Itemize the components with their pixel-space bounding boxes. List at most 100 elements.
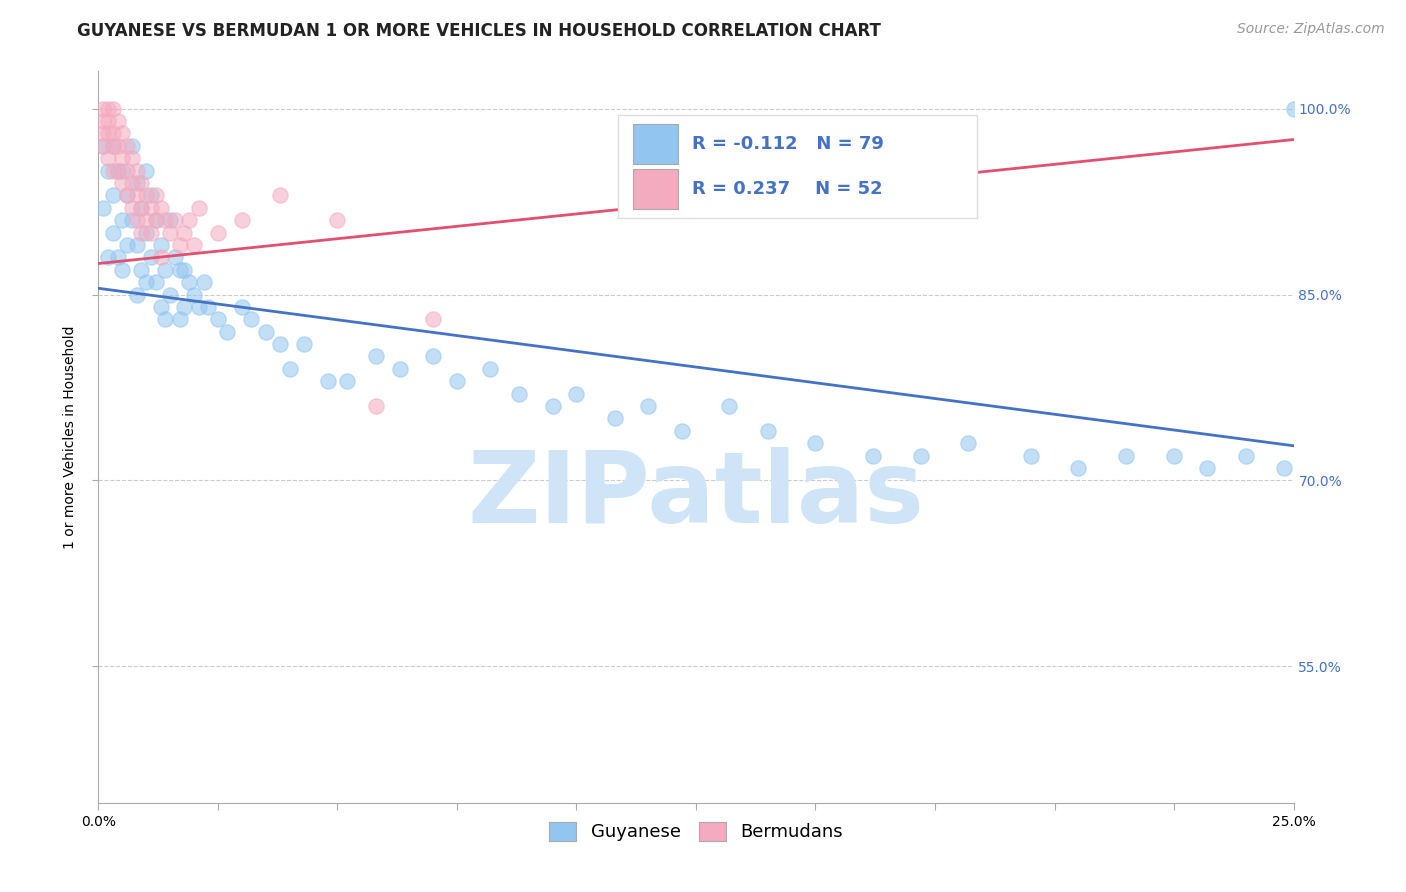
Point: [111, 176, 134, 190]
Point: [145, 213, 167, 227]
Point: [91, 201, 114, 215]
Point: [207, 312, 229, 326]
Point: [155, 213, 177, 227]
Point: [671, 424, 693, 438]
Legend: Guyanese, Bermudans: Guyanese, Bermudans: [541, 814, 851, 848]
Point: [131, 176, 153, 190]
Point: [91, 126, 114, 140]
Point: [139, 250, 162, 264]
Point: [111, 151, 134, 165]
Point: [101, 102, 124, 116]
Point: [541, 399, 564, 413]
Point: [183, 287, 205, 301]
Point: [169, 312, 191, 326]
Point: [364, 350, 387, 364]
Point: [756, 424, 779, 438]
Y-axis label: 1 or more Vehicles in Household: 1 or more Vehicles in Household: [63, 326, 77, 549]
Point: [125, 287, 148, 301]
Point: [125, 176, 148, 190]
Point: [125, 238, 148, 252]
Point: [131, 201, 153, 215]
Point: [316, 374, 339, 388]
Point: [183, 238, 205, 252]
Point: [115, 138, 138, 153]
Point: [231, 213, 253, 227]
Point: [269, 188, 291, 202]
Point: [159, 213, 181, 227]
Point: [135, 275, 157, 289]
Point: [131, 226, 153, 240]
Point: [111, 163, 134, 178]
Point: [388, 362, 411, 376]
Point: [101, 138, 124, 153]
Point: [910, 449, 932, 463]
Point: [326, 213, 349, 227]
Point: [91, 114, 114, 128]
Point: [135, 163, 157, 178]
Text: GUYANESE VS BERMUDAN 1 OR MORE VEHICLES IN HOUSEHOLD CORRELATION CHART: GUYANESE VS BERMUDAN 1 OR MORE VEHICLES …: [77, 22, 882, 40]
Point: [336, 374, 359, 388]
Point: [97, 102, 120, 116]
Point: [292, 337, 315, 351]
Point: [1115, 449, 1137, 463]
Text: ZIPatlas: ZIPatlas: [468, 447, 924, 544]
Point: [1234, 449, 1257, 463]
Point: [149, 250, 172, 264]
Point: [422, 350, 444, 364]
Point: [1272, 461, 1295, 475]
Point: [508, 386, 530, 401]
Point: [145, 188, 167, 202]
Point: [91, 138, 114, 153]
Point: [107, 250, 129, 264]
Point: [97, 250, 120, 264]
Point: [111, 126, 134, 140]
Point: [179, 213, 201, 227]
Point: [193, 275, 215, 289]
Point: [91, 102, 114, 116]
Point: [479, 362, 502, 376]
Point: [135, 226, 157, 240]
Point: [159, 287, 181, 301]
Text: R = 0.237    N = 52: R = 0.237 N = 52: [692, 180, 883, 198]
Point: [254, 325, 277, 339]
Point: [1163, 449, 1185, 463]
Point: [139, 226, 162, 240]
Point: [603, 411, 626, 425]
Point: [565, 386, 588, 401]
Point: [149, 300, 172, 314]
Point: [97, 126, 120, 140]
FancyBboxPatch shape: [619, 115, 977, 218]
Point: [125, 163, 148, 178]
Point: [169, 262, 191, 277]
Point: [1067, 461, 1090, 475]
Point: [422, 312, 444, 326]
Point: [101, 188, 124, 202]
Point: [145, 213, 167, 227]
Point: [804, 436, 827, 450]
Point: [107, 163, 129, 178]
Point: [163, 213, 186, 227]
Point: [135, 188, 157, 202]
Point: [135, 213, 157, 227]
Point: [107, 163, 129, 178]
Bar: [633, 169, 678, 209]
Point: [115, 188, 138, 202]
Point: [121, 151, 143, 165]
Point: [121, 176, 143, 190]
Point: [97, 163, 120, 178]
Point: [111, 262, 134, 277]
Point: [269, 337, 291, 351]
Point: [115, 188, 138, 202]
Point: [111, 213, 134, 227]
Point: [173, 300, 195, 314]
Point: [231, 300, 253, 314]
Bar: [633, 124, 678, 164]
Point: [957, 436, 980, 450]
Point: [107, 114, 129, 128]
Point: [121, 201, 143, 215]
Point: [91, 138, 114, 153]
Point: [173, 262, 195, 277]
Point: [101, 163, 124, 178]
Point: [139, 201, 162, 215]
Point: [217, 325, 239, 339]
